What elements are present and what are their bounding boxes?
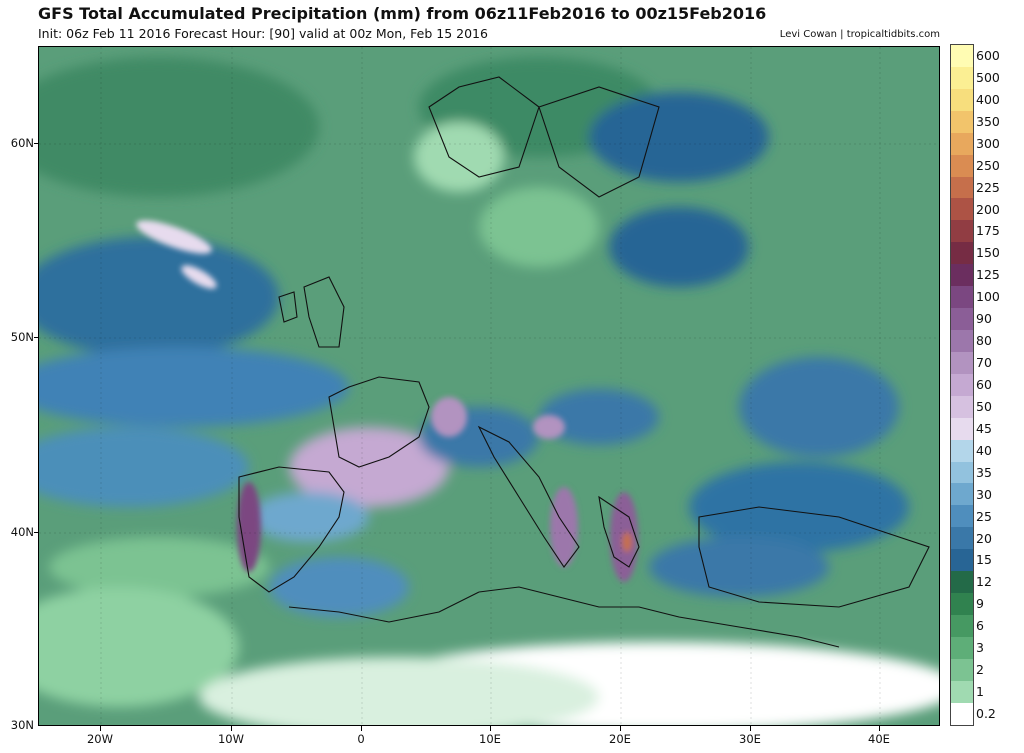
colorbar-label: 200	[976, 201, 1000, 217]
lon-label-40e: 40E	[868, 732, 890, 746]
precipitation-map	[38, 46, 940, 726]
colorbar-label: 300	[976, 135, 1000, 151]
colorbar-swatch	[951, 680, 973, 703]
colorbar-swatch	[951, 329, 973, 352]
colorbar-label: 225	[976, 179, 1000, 195]
lon-tick	[620, 726, 621, 731]
colorbar-swatch	[951, 702, 973, 725]
colorbar-swatch	[951, 45, 973, 67]
colorbar-swatch	[951, 132, 973, 155]
lat-tick	[34, 337, 39, 338]
colorbar-swatch	[951, 483, 973, 506]
colorbar-label: 15	[976, 552, 992, 568]
colorbar-label: 35	[976, 464, 992, 480]
colorbar-label: 0.2	[976, 706, 996, 722]
colorbar-label: 60	[976, 377, 992, 392]
lon-label-10e: 10E	[479, 732, 501, 746]
lon-tick	[750, 726, 751, 731]
colorbar-label: 6	[976, 618, 984, 634]
colorbar-swatch	[951, 351, 973, 374]
colorbar-swatch	[951, 198, 973, 221]
colorbar	[950, 44, 974, 726]
map-title: GFS Total Accumulated Precipitation (mm)…	[38, 4, 767, 23]
colorbar-swatch	[951, 220, 973, 243]
colorbar-swatch	[951, 286, 973, 309]
colorbar-label: 1	[976, 684, 984, 700]
colorbar-label: 2	[976, 662, 984, 678]
colorbar-swatch	[951, 614, 973, 637]
colorbar-swatch	[951, 461, 973, 484]
colorbar-label: 3	[976, 640, 984, 656]
colorbar-label: 9	[976, 596, 984, 612]
colorbar-label: 12	[976, 574, 992, 590]
lon-label-20e: 20E	[609, 732, 631, 746]
colorbar-label: 250	[976, 157, 1000, 173]
colorbar-swatch	[951, 439, 973, 462]
map-subtitle: Init: 06z Feb 11 2016 Forecast Hour: [90…	[38, 26, 488, 41]
colorbar-label: 600	[976, 47, 1000, 63]
colorbar-swatch	[951, 636, 973, 659]
colorbar-swatch	[951, 658, 973, 681]
colorbar-swatch	[951, 88, 973, 111]
colorbar-swatch	[951, 176, 973, 199]
lon-tick	[361, 726, 362, 731]
colorbar-label: 175	[976, 223, 1000, 239]
colorbar-label: 90	[976, 311, 992, 327]
lon-tick	[100, 726, 101, 731]
lon-label-0: 0	[357, 732, 365, 746]
lat-tick	[34, 143, 39, 144]
colorbar-swatch	[951, 417, 973, 440]
colorbar-swatch	[951, 527, 973, 550]
lon-tick	[879, 726, 880, 731]
colorbar-swatch	[951, 505, 973, 528]
colorbar-swatch	[951, 66, 973, 89]
lon-tick	[231, 726, 232, 731]
colorbar-label: 30	[976, 486, 992, 502]
colorbar-label: 500	[976, 69, 1000, 85]
lat-label-60n: 60N	[10, 136, 34, 150]
colorbar-label: 400	[976, 91, 1000, 107]
credit-label: Levi Cowan | tropicaltidbits.com	[779, 29, 940, 40]
colorbar-swatch	[951, 110, 973, 133]
lat-label-40n: 40N	[10, 525, 34, 539]
colorbar-label: 50	[976, 398, 992, 414]
colorbar-swatch	[951, 373, 973, 396]
lat-label-50n: 50N	[10, 330, 34, 344]
colorbar-swatch	[951, 593, 973, 615]
colorbar-label: 25	[976, 508, 992, 524]
colorbar-swatch	[951, 154, 973, 177]
colorbar-label: 80	[976, 333, 992, 349]
lon-label-10w: 10W	[217, 732, 245, 746]
colorbar-swatch	[951, 571, 973, 594]
colorbar-label: 40	[976, 442, 992, 458]
colorbar-label: 20	[976, 530, 992, 546]
colorbar-swatch	[951, 264, 973, 287]
colorbar-swatch	[951, 308, 973, 330]
colorbar-label: 150	[976, 245, 1000, 261]
lon-label-30e: 30E	[739, 732, 761, 746]
colorbar-swatch	[951, 395, 973, 418]
colorbar-label: 100	[976, 289, 1000, 305]
lon-tick	[490, 726, 491, 731]
colorbar-label: 125	[976, 267, 1000, 283]
colorbar-label: 350	[976, 113, 1000, 129]
lat-label-30n: 30N	[10, 718, 34, 732]
colorbar-label: 70	[976, 355, 992, 371]
colorbar-swatch	[951, 242, 973, 265]
colorbar-swatch	[951, 549, 973, 572]
lat-tick	[34, 532, 39, 533]
lon-label-20w: 20W	[86, 732, 114, 746]
colorbar-label: 45	[976, 420, 992, 436]
